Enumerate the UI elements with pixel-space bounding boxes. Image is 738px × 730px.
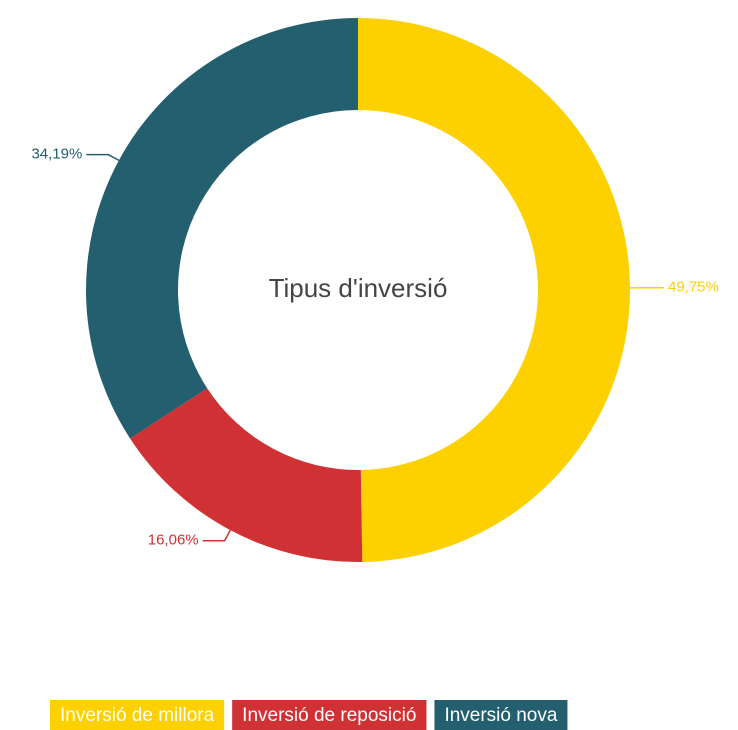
legend-box [50, 700, 225, 730]
legend-label: Inversió nova [444, 705, 557, 726]
leader-line [86, 153, 120, 162]
legend-box [434, 700, 568, 730]
pie-slice [358, 17, 631, 562]
pie-slice [130, 388, 363, 562]
leader-line [202, 529, 231, 542]
legend-label: Inversió de reposició [242, 705, 416, 726]
chart-title: Tipus d'inversió [269, 273, 448, 303]
pie-slice [86, 18, 359, 439]
data-label: 34,19% [31, 146, 82, 163]
legend-box [232, 700, 427, 730]
data-label: 16,06% [148, 532, 199, 549]
legend-label: Inversió de millora [60, 705, 215, 726]
data-label: 49,75% [668, 279, 719, 296]
